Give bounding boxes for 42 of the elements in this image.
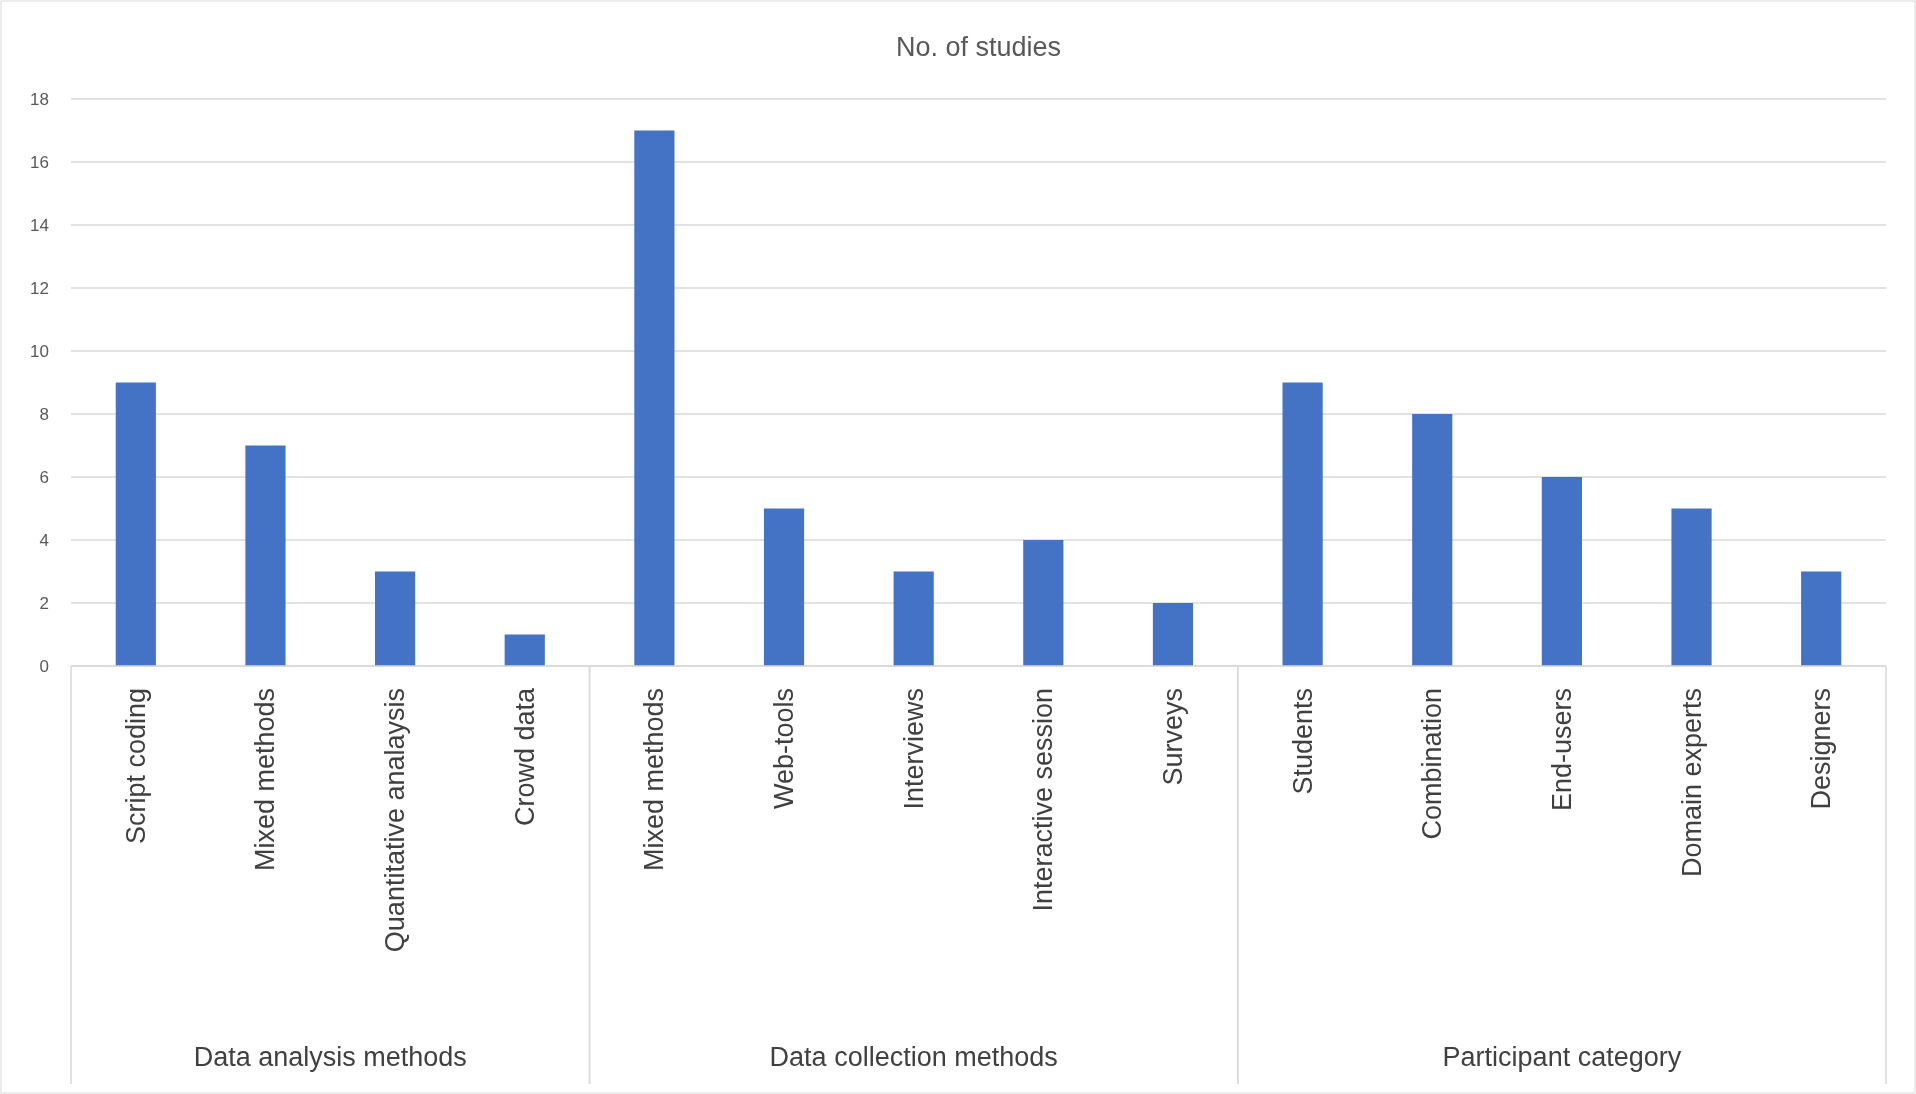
bar — [1412, 414, 1453, 666]
x-tick-label: Designers — [1806, 688, 1837, 810]
bar — [1801, 571, 1842, 666]
x-tick-label: Interactive session — [1028, 688, 1059, 912]
y-tick-label: 4 — [39, 530, 49, 550]
bar — [245, 445, 286, 666]
x-tick-label: Script coding — [120, 688, 151, 845]
bar — [634, 130, 675, 666]
x-tick-label: Quantitative analaysis — [380, 688, 411, 953]
chart-title: No. of studies — [895, 32, 1062, 62]
x-tick-label: Students — [1287, 688, 1318, 795]
text: Data collection methods — [769, 1042, 1058, 1072]
y-tick-label: 10 — [30, 341, 49, 361]
x-tick-label: Mixed methods — [639, 688, 670, 872]
bar — [1541, 477, 1582, 666]
text: Participant category — [1442, 1042, 1682, 1072]
bar — [1282, 382, 1323, 666]
y-tick-label: 18 — [30, 89, 49, 109]
bar — [893, 571, 934, 666]
x-tick-label: Interviews — [898, 688, 929, 810]
bar — [115, 382, 156, 666]
y-tick-label: 0 — [39, 656, 49, 676]
x-tick-label: Crowd data — [509, 687, 540, 827]
y-tick-label: 14 — [30, 215, 49, 235]
x-tick-label: Mixed methods — [250, 688, 281, 872]
bar — [763, 508, 805, 666]
y-tick-label: 6 — [39, 467, 49, 487]
bar — [1671, 508, 1712, 666]
bar — [504, 634, 545, 666]
bar — [1152, 603, 1194, 666]
text: Data analysis methods — [193, 1042, 467, 1072]
y-tick-label: 8 — [39, 404, 49, 424]
y-tick-label: 16 — [30, 152, 49, 172]
x-tick-label: Domain experts — [1676, 688, 1707, 878]
bar — [375, 571, 416, 666]
x-tick-label: Surveys — [1157, 688, 1188, 786]
x-tick-label: Web-tools — [769, 688, 800, 810]
x-tick-label: Combination — [1417, 688, 1448, 840]
y-tick-label: 12 — [30, 278, 49, 298]
x-tick-label: End-users — [1546, 688, 1577, 812]
bar — [1023, 540, 1064, 666]
y-tick-label: 2 — [39, 593, 49, 613]
